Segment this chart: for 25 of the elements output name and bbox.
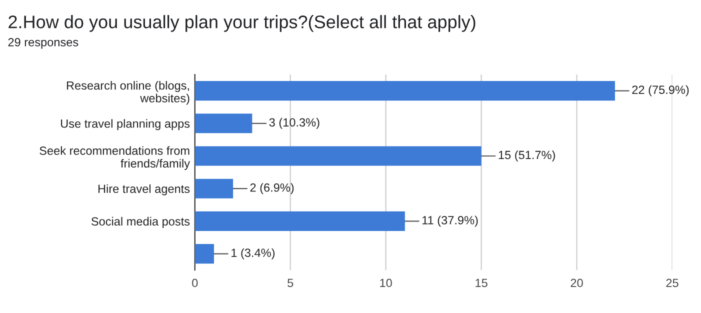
bar (194, 178, 234, 198)
data-label: 3 (10.3%) (269, 118, 320, 129)
y-tick-label: Social media posts (91, 216, 190, 228)
x-tick-label: 15 (476, 278, 488, 288)
data-label: 22 (75.9%) (632, 85, 689, 96)
bar (194, 114, 252, 134)
y-tick-label: Hire travel agents (98, 184, 190, 196)
x-tick-label: 10 (380, 278, 392, 288)
chart-title: 2.How do you usually plan your trips?(Select all that apply) (8, 15, 476, 32)
bar (194, 211, 405, 231)
y-tick-label: Use travel planning apps (60, 119, 190, 130)
data-label: 11 (37.9%) (422, 216, 478, 227)
x-tick-label: 0 (192, 278, 198, 288)
data-label: 1 (3.4%) (232, 248, 275, 260)
y-tick-label: Research online (blogs, websites) (66, 81, 190, 105)
x-tick-label: 5 (288, 278, 294, 288)
bar (194, 146, 482, 166)
bar (194, 244, 214, 264)
x-tick-label: 20 (570, 278, 583, 288)
x-tick-label: 25 (666, 278, 678, 288)
data-label: 2 (6.9%) (250, 183, 294, 194)
text: 29 responses (8, 38, 78, 49)
bar (194, 81, 615, 101)
y-tick-label: Seek recommendations from friends/family (40, 146, 190, 170)
data-label: 15 (51.7%) (498, 150, 555, 162)
